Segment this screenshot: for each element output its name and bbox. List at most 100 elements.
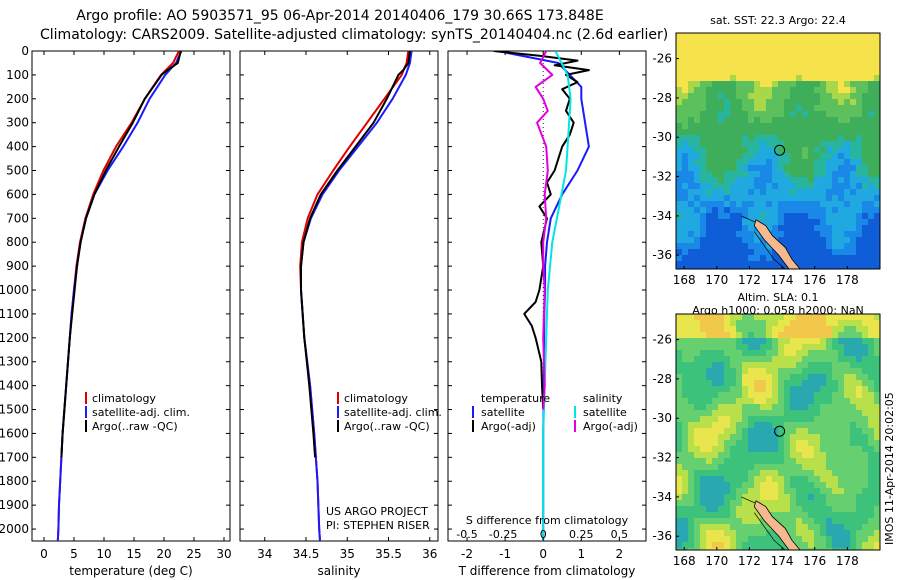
map-cell	[682, 422, 689, 429]
map-cell	[868, 404, 875, 411]
map-cell	[844, 482, 851, 489]
map-cell	[712, 111, 719, 118]
map-cell	[766, 267, 773, 269]
map-cell	[790, 512, 797, 519]
map-cell	[850, 458, 857, 465]
map-cell	[826, 45, 833, 52]
map-cell	[766, 171, 773, 178]
map-cell	[748, 518, 755, 525]
map-cell	[772, 117, 779, 124]
map-cell	[766, 428, 773, 435]
map-cell	[778, 207, 785, 214]
map-cell	[856, 237, 863, 244]
map-cell	[736, 135, 743, 142]
y-tick-label: 600	[6, 187, 29, 201]
map-cell	[838, 350, 845, 357]
map-cell	[712, 261, 719, 268]
map-cell	[748, 332, 755, 339]
map-cell	[694, 195, 701, 202]
y-tick-label: 1700	[0, 450, 29, 464]
legend-swatch-climatology	[85, 392, 87, 404]
map-cell	[676, 542, 683, 549]
map-cell	[736, 99, 743, 106]
map-cell	[682, 518, 689, 525]
map-cell	[736, 494, 743, 501]
map-cell	[676, 177, 683, 184]
map-cell	[826, 434, 833, 441]
map-cell	[748, 428, 755, 435]
map-cell	[718, 422, 725, 429]
map-cell	[766, 404, 773, 411]
map-cell	[796, 458, 803, 465]
map-cell	[730, 243, 737, 250]
map-cell	[748, 434, 755, 441]
map-cell	[802, 344, 809, 351]
map-cell	[850, 219, 857, 226]
map-cell	[874, 165, 880, 172]
map-cell	[814, 195, 821, 202]
map-cell	[754, 249, 761, 256]
map-cell	[826, 476, 833, 483]
map-cell	[790, 111, 797, 118]
map-cell	[808, 542, 815, 549]
map-cell	[826, 183, 833, 190]
map-cell	[826, 243, 833, 250]
map-cell	[676, 147, 683, 154]
map-cell	[748, 111, 755, 118]
map-cell	[868, 69, 875, 76]
map-cell	[850, 530, 857, 537]
map-cell	[868, 153, 875, 160]
map-cell	[844, 45, 851, 52]
map-cell	[754, 63, 761, 70]
map-cell	[676, 249, 683, 256]
map-cell	[688, 57, 695, 64]
map-cell	[766, 332, 773, 339]
map-cell	[832, 117, 839, 124]
map-cell	[862, 524, 869, 531]
map-y-tick-label: -28	[652, 372, 672, 386]
map-cell	[700, 476, 707, 483]
map-cell	[796, 530, 803, 537]
map-cell	[712, 153, 719, 160]
map-cell	[706, 446, 713, 453]
map-cell	[712, 392, 719, 399]
map-cell	[844, 75, 851, 82]
map-cell	[730, 75, 737, 82]
map-cell	[874, 428, 880, 435]
map-cell	[772, 488, 779, 495]
map-cell	[784, 548, 791, 550]
map-cell	[730, 219, 737, 226]
map-cell	[790, 494, 797, 501]
map-cell	[700, 458, 707, 465]
map-cell	[682, 500, 689, 507]
map-cell	[742, 147, 749, 154]
map-cell	[712, 201, 719, 208]
map-cell	[796, 494, 803, 501]
map-cell	[832, 482, 839, 489]
map-cell	[820, 494, 827, 501]
map-cell	[790, 207, 797, 214]
map-cell	[748, 183, 755, 190]
map-cell	[742, 135, 749, 142]
map-cell	[862, 75, 869, 82]
map-cell	[718, 39, 725, 46]
map-cell	[844, 458, 851, 465]
map-cell	[814, 404, 821, 411]
map-cell	[688, 386, 695, 393]
map-cell	[814, 464, 821, 471]
map-cell	[688, 189, 695, 196]
map-cell	[874, 548, 880, 550]
map-cell	[850, 524, 857, 531]
map-cell	[862, 458, 869, 465]
map-cell	[856, 111, 863, 118]
map-cell	[682, 476, 689, 483]
map-cell	[826, 99, 833, 106]
map-cell	[754, 243, 761, 250]
map-cell	[748, 536, 755, 543]
map-cell	[682, 87, 689, 94]
map-cell	[718, 117, 725, 124]
map-cell	[676, 374, 683, 381]
map-cell	[778, 350, 785, 357]
map-cell	[844, 476, 851, 483]
map-cell	[832, 165, 839, 172]
